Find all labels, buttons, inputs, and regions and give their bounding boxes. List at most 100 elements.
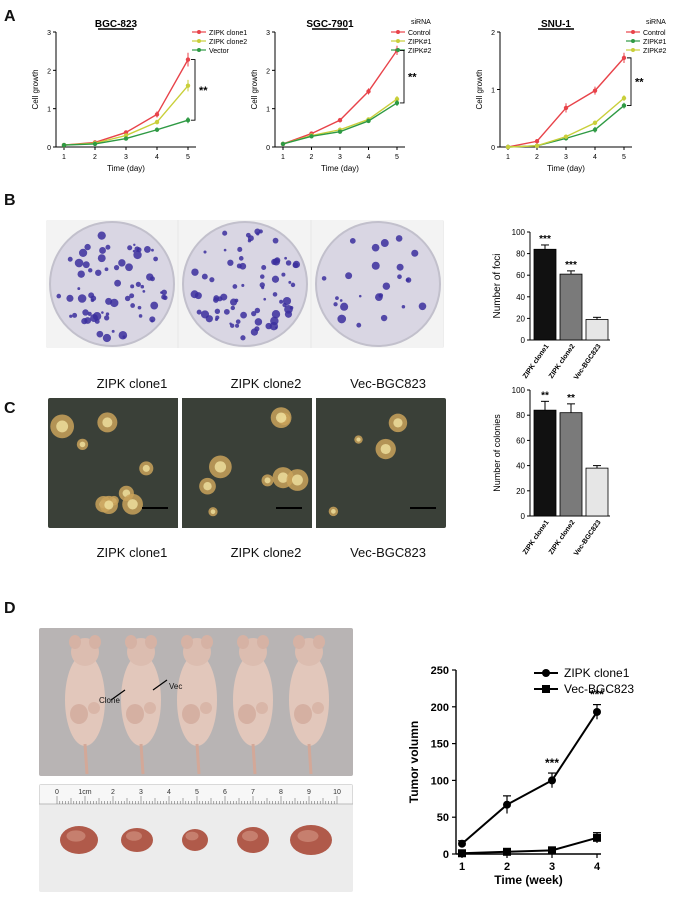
colony xyxy=(77,270,85,278)
colony xyxy=(290,282,296,288)
y-tick-label: 60 xyxy=(516,271,525,280)
colony-highlight xyxy=(277,472,289,483)
series-line-1 xyxy=(461,836,598,855)
mouse-body xyxy=(121,654,161,746)
colony xyxy=(254,326,260,332)
colony-highlight xyxy=(356,437,361,442)
colony xyxy=(284,304,293,314)
colony xyxy=(140,284,145,289)
mouse-ear xyxy=(145,635,157,649)
vec-arrow-label: Vec xyxy=(169,682,183,691)
ruler-label: 6 xyxy=(223,789,227,796)
ruler-label: 0 xyxy=(55,789,59,796)
colony xyxy=(240,311,247,319)
colony xyxy=(90,298,95,303)
y-tick-label: 1 xyxy=(47,107,51,114)
category-label: ZIPK clone2 xyxy=(548,519,577,556)
foci-caption-clone1: ZIPK clone1 xyxy=(96,376,168,391)
y-axis-label: Cell growth xyxy=(475,69,484,109)
colony-highlight xyxy=(203,482,212,491)
legend-label: Control xyxy=(643,30,666,37)
y-tick-label: 0 xyxy=(47,145,51,152)
data-point xyxy=(593,707,601,716)
colony xyxy=(396,263,404,271)
colony xyxy=(114,279,122,287)
vec-arrow xyxy=(152,679,168,691)
tumor-photo: 0 1cm 2 3 4 5 6 7 8 9 10 xyxy=(39,784,353,892)
y-tick-label: 0 xyxy=(521,336,526,345)
legend-label: Vector xyxy=(209,48,230,55)
data-point xyxy=(621,55,627,61)
colony xyxy=(66,294,74,302)
data-point xyxy=(593,833,601,842)
y-axis-label: Cell growth xyxy=(250,69,259,109)
colony xyxy=(232,284,238,289)
colony xyxy=(101,311,104,314)
tumor-bump xyxy=(200,702,212,714)
chart-colonies: 0 20 40 60 80 100 Number of colonies ** ZIPK clo… xyxy=(492,386,610,557)
significance-label: *** xyxy=(545,756,559,770)
colony xyxy=(110,298,119,308)
colony xyxy=(418,302,427,311)
colony xyxy=(214,308,221,314)
tumor-highlight xyxy=(297,830,319,842)
data-point xyxy=(337,129,343,134)
colony xyxy=(113,264,120,271)
colony xyxy=(92,312,102,321)
colony xyxy=(104,267,109,272)
colony xyxy=(339,299,343,302)
tumor-bump xyxy=(238,704,256,724)
agar-field xyxy=(316,398,446,528)
colony xyxy=(132,249,136,253)
y-axis-label: Number of foci xyxy=(492,253,503,318)
colony xyxy=(271,258,278,265)
colony-highlight xyxy=(275,412,287,423)
x-tick-label: 2 xyxy=(504,861,510,873)
bar-2 xyxy=(585,319,609,341)
colony xyxy=(88,268,93,273)
data-point xyxy=(621,103,627,108)
x-axis-label: Time (day) xyxy=(321,164,359,173)
colony xyxy=(105,312,110,316)
mouse-ear xyxy=(125,635,137,649)
colony xyxy=(254,228,261,235)
legend-marker xyxy=(396,39,400,43)
legend-label: ZIPK#1 xyxy=(643,39,666,46)
y-tick-label: 0 xyxy=(266,145,270,152)
legend-label: ZIPK clone1 xyxy=(564,666,630,680)
mouse-body xyxy=(177,654,217,746)
colony xyxy=(161,294,167,300)
colony xyxy=(77,294,87,303)
colony xyxy=(411,249,419,257)
y-tick-label: 40 xyxy=(516,293,525,302)
tumor-highlight xyxy=(242,830,258,842)
bar-1 xyxy=(559,273,583,341)
colony xyxy=(105,244,111,250)
y-tick-label: 200 xyxy=(431,702,449,714)
data-point xyxy=(503,800,511,809)
colony-highlight xyxy=(331,509,336,514)
y-tick-label: 2 xyxy=(266,68,270,75)
colony-highlight xyxy=(104,500,114,510)
colony xyxy=(272,292,278,297)
colony xyxy=(97,254,106,263)
colony xyxy=(235,319,241,324)
data-point xyxy=(592,127,598,132)
ruler-label: 2 xyxy=(111,789,115,796)
mouse-body xyxy=(289,654,329,746)
significance-label: *** xyxy=(590,688,604,702)
significance-label: ** xyxy=(408,72,417,84)
tumor-highlight xyxy=(126,831,142,841)
legend-label: Control xyxy=(408,30,431,37)
colony-highlight xyxy=(291,474,303,486)
data-point xyxy=(394,100,400,106)
clone-arrow xyxy=(110,689,126,701)
legend-marker xyxy=(197,48,201,52)
mouse-body xyxy=(65,654,105,746)
x-tick-label: 5 xyxy=(186,154,190,161)
bar-2 xyxy=(585,467,609,517)
colony-highlight xyxy=(214,461,227,473)
x-tick-label: 4 xyxy=(593,154,597,161)
colony xyxy=(237,246,243,252)
colony xyxy=(259,282,265,288)
